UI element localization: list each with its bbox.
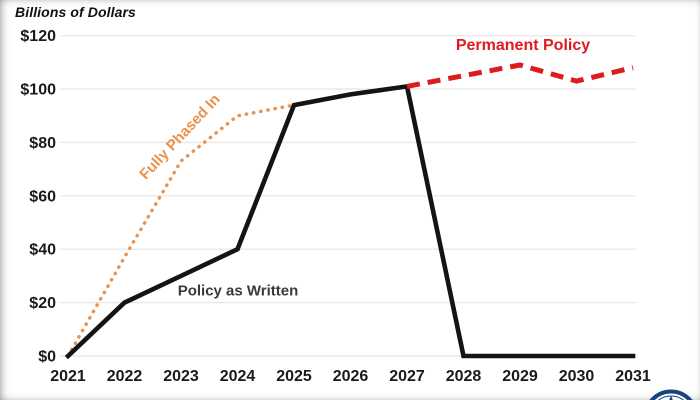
y-axis-tick-label: $120 bbox=[20, 28, 56, 45]
x-axis-tick-label: 2022 bbox=[107, 368, 143, 385]
y-axis-tick-label: $60 bbox=[29, 188, 56, 205]
series-line-permanent-policy bbox=[406, 62, 634, 89]
x-axis-tick-label: 2026 bbox=[333, 368, 369, 385]
chart-title: Billions of Dollars bbox=[15, 4, 136, 20]
x-axis-tick-label: 2031 bbox=[615, 368, 651, 385]
series-line-policy-as-written bbox=[64, 83, 636, 360]
y-axis-tick-label: $100 bbox=[20, 82, 56, 99]
y-axis-tick-label: $40 bbox=[29, 242, 56, 259]
x-axis-tick-label: 2030 bbox=[559, 368, 595, 385]
x-axis-tick-label: 2029 bbox=[502, 368, 538, 385]
series-label-permanent-policy: Permanent Policy bbox=[455, 37, 591, 54]
series-line-fully-phased-in bbox=[66, 103, 296, 358]
x-axis-tick-label: 2021 bbox=[50, 368, 86, 385]
x-axis-tick-label: 2028 bbox=[446, 368, 482, 385]
crfb-circular-logo-icon bbox=[641, 387, 700, 400]
x-axis-tick-label: 2027 bbox=[389, 368, 425, 385]
x-axis-tick-label: 2023 bbox=[163, 368, 199, 385]
y-axis-tick-label: $80 bbox=[29, 135, 56, 152]
x-axis-tick-label: 2025 bbox=[276, 368, 312, 385]
y-axis-tick-label: $0 bbox=[38, 349, 56, 366]
series-label-policy-as-written: Policy as Written bbox=[177, 282, 299, 300]
y-axis-tick-label: $20 bbox=[29, 295, 56, 312]
x-axis-tick-label: 2024 bbox=[220, 368, 256, 385]
